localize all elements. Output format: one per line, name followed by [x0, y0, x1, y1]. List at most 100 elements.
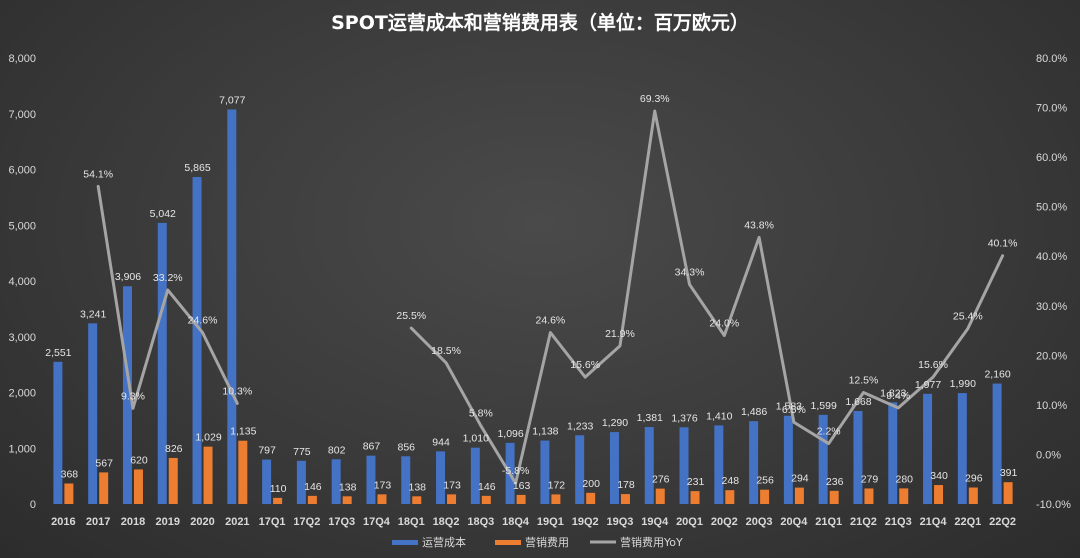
data-label-marketing-expense: 231 [687, 476, 705, 488]
right-axis-tick-label: 10.0% [1036, 400, 1067, 412]
data-label-marketing-expense: 173 [443, 479, 461, 491]
data-label-operating-cost: 1,233 [567, 420, 593, 432]
bar-operating-cost [157, 222, 167, 504]
bar-operating-cost [331, 459, 341, 504]
data-label-operating-cost: 5,865 [184, 162, 210, 174]
data-label-operating-cost: 1,668 [845, 396, 871, 408]
bar-marketing-expense [168, 457, 178, 504]
bar-operating-cost [575, 435, 585, 504]
data-label-operating-cost: 1,381 [637, 412, 663, 424]
data-label-marketing-expense: 146 [478, 481, 496, 493]
bar-operating-cost [853, 411, 863, 504]
right-axis-tick-label: 70.0% [1036, 103, 1067, 115]
bar-operating-cost [262, 459, 272, 504]
x-axis-tick-label: 2021 [225, 516, 249, 528]
data-label-operating-cost: 1,599 [811, 400, 837, 412]
x-axis-tick-label: 18Q3 [467, 516, 494, 528]
data-label-operating-cost: 944 [432, 436, 450, 448]
bar-operating-cost [888, 402, 898, 504]
x-axis-tick-label: 17Q3 [328, 516, 355, 528]
data-label-marketing-expense: 826 [165, 443, 183, 455]
bar-marketing-expense [968, 487, 978, 504]
series-line-marketing-yoy [96, 184, 239, 410]
bar-operating-cost [401, 456, 411, 504]
data-label-operating-cost: 797 [258, 445, 276, 457]
right-axis-tick-label: 40.0% [1036, 251, 1067, 263]
right-axis-tick-label: 30.0% [1036, 301, 1067, 313]
bar-operating-cost [88, 323, 98, 504]
x-axis-tick-label: 17Q4 [363, 516, 391, 528]
left-axis-tick-label: 6,000 [8, 165, 36, 177]
data-label-operating-cost: 1,138 [532, 426, 558, 438]
data-label-operating-cost: 856 [397, 441, 415, 453]
data-label-operating-cost: 3,241 [80, 308, 106, 320]
data-label-operating-cost: 867 [363, 441, 381, 453]
left-axis-tick-label: 4,000 [8, 276, 36, 288]
bar-marketing-expense [725, 490, 735, 504]
data-label-operating-cost: 2,160 [984, 369, 1010, 381]
x-axis-tick-label: 18Q2 [433, 516, 460, 528]
data-label-marketing-expense: 146 [304, 481, 322, 493]
data-label-marketing-expense: 172 [548, 479, 566, 491]
data-label-operating-cost: 1,096 [497, 428, 523, 440]
bar-operating-cost [992, 383, 1002, 504]
right-axis-tick-label: -10.0% [1036, 499, 1071, 511]
x-axis-tick-label: 2017 [86, 516, 110, 528]
bar-operating-cost [296, 460, 306, 504]
data-label-marketing-yoy: 15.6% [570, 359, 600, 371]
data-label-marketing-yoy: 2.2% [817, 426, 841, 438]
data-label-marketing-yoy: 54.1% [83, 168, 113, 180]
right-axis-tick-label: 0.0% [1036, 449, 1061, 461]
data-label-marketing-yoy: 33.2% [153, 272, 183, 284]
data-label-marketing-expense: 1,029 [195, 432, 221, 444]
data-label-marketing-yoy: 25.5% [396, 310, 426, 322]
bar-marketing-expense [516, 494, 526, 504]
x-axis-tick-label: 19Q3 [607, 516, 634, 528]
bar-operating-cost [122, 286, 132, 504]
data-label-marketing-yoy: 24.6% [536, 315, 566, 327]
x-axis-tick-label: 2020 [190, 516, 214, 528]
data-label-operating-cost: 3,906 [115, 271, 141, 283]
data-label-operating-cost: 1,583 [776, 401, 802, 413]
x-axis-tick-label: 17Q2 [293, 516, 320, 528]
bar-operating-cost [470, 447, 480, 504]
data-label-marketing-yoy: 12.5% [849, 375, 879, 387]
data-label-marketing-expense: 163 [513, 480, 531, 492]
bar-operating-cost [540, 440, 550, 504]
right-axis-tick-label: 60.0% [1036, 152, 1067, 164]
bar-marketing-expense [655, 488, 665, 504]
data-label-marketing-yoy: 24.6% [188, 315, 218, 327]
legend-label-marketing-yoy: 营销费用YoY [620, 535, 683, 549]
data-label-operating-cost: 7,077 [219, 94, 245, 106]
bar-marketing-expense [620, 494, 630, 504]
bar-operating-cost [679, 427, 689, 504]
x-axis-tick-label: 20Q4 [780, 516, 808, 528]
bar-marketing-expense [760, 489, 770, 504]
right-axis-tick-label: 80.0% [1036, 53, 1067, 65]
left-axis-tick-label: 5,000 [8, 220, 36, 232]
data-label-marketing-expense: 1,135 [230, 426, 256, 438]
bar-marketing-expense [307, 495, 317, 504]
data-label-marketing-expense: 256 [756, 475, 774, 487]
data-label-marketing-yoy: -5.8% [502, 465, 529, 477]
bar-marketing-expense [1003, 482, 1013, 504]
left-axis-tick-label: 3,000 [8, 332, 36, 344]
data-label-marketing-yoy: 69.3% [640, 93, 670, 105]
bar-marketing-expense [133, 469, 143, 504]
x-axis-tick-label: 21Q3 [885, 516, 912, 528]
bar-operating-cost [192, 177, 202, 504]
data-label-marketing-expense: 236 [826, 476, 844, 488]
bar-marketing-expense [99, 472, 109, 504]
bar-marketing-expense [586, 492, 596, 504]
data-label-marketing-yoy: 10.3% [222, 385, 252, 397]
bar-marketing-expense [203, 446, 213, 504]
legend-swatch-operating-cost [392, 540, 418, 545]
data-label-operating-cost: 1,486 [741, 406, 767, 418]
data-label-marketing-yoy: 5.8% [469, 408, 493, 420]
bar-operating-cost [714, 425, 724, 504]
right-axis-tick-label: 20.0% [1036, 350, 1067, 362]
bar-marketing-expense [690, 491, 700, 504]
data-label-marketing-expense: 340 [930, 470, 948, 482]
bar-marketing-expense [64, 483, 74, 504]
